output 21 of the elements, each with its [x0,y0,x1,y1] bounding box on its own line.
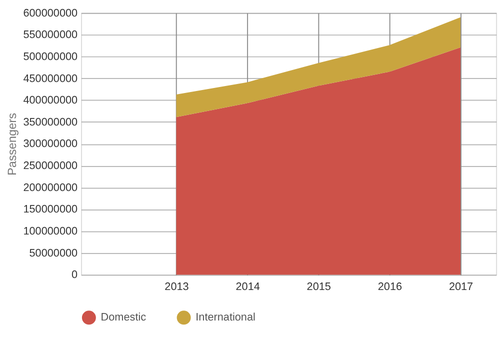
y-tick-label: 100000000 [23,226,78,238]
y-tick-label: 400000000 [23,94,78,107]
y-tick-label: 550000000 [23,29,78,42]
x-tick-label: 2016 [378,281,402,294]
y-tick-label: 500000000 [23,50,78,63]
y-tick-label: 450000000 [23,72,78,85]
legend-label: International [196,312,256,324]
legend-label: Domestic [100,312,147,324]
y-tick-label: 150000000 [23,204,78,216]
x-tick-label: 2017 [448,281,474,294]
y-tick-label: 0 [72,269,78,282]
y-axis-title: Passengers [5,112,20,176]
x-tick-label: 2015 [306,281,331,294]
y-tick-label: 200000000 [23,182,78,194]
y-tick-label: 350000000 [23,116,78,128]
y-tick-label: 600000000 [23,7,78,20]
y-tick-label: 50000000 [29,247,78,260]
x-tick-label: 2013 [164,281,189,294]
x-tick-label: 2014 [236,281,260,294]
y-tick-label: 300000000 [23,138,78,150]
y-tick-label: 250000000 [23,160,78,172]
